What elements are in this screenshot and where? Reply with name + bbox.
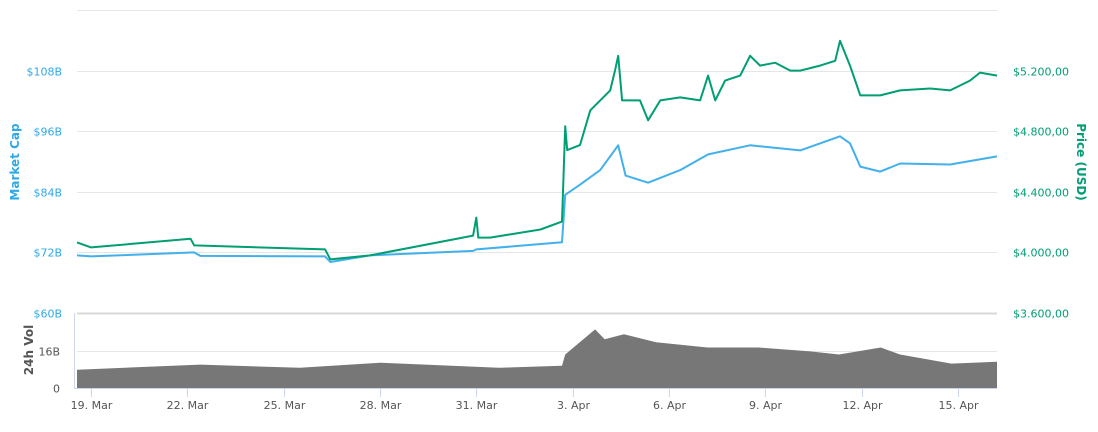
- x-tick-label: 9. Apr: [749, 399, 782, 412]
- market-cap-tick-label: $84B: [33, 187, 62, 200]
- market-cap-axis-label: Market Cap: [8, 123, 22, 201]
- price-line: [76, 39, 998, 261]
- x-tick-label: 12. Apr: [842, 399, 882, 412]
- x-tick-label: 25. Mar: [264, 399, 306, 412]
- x-axis: 19. Mar 22. Mar 25. Mar 28. Mar 31. Mar 3. Ap…: [71, 389, 979, 412]
- market-cap-tick-label: $96B: [33, 126, 62, 139]
- market-cap-line: [76, 135, 998, 263]
- market-cap-tick-label: $60B: [33, 308, 62, 321]
- volume-axis-label: 24h Vol: [22, 325, 36, 375]
- x-tick-label: 31. Mar: [456, 399, 498, 412]
- x-tick-label: 6. Apr: [653, 399, 686, 412]
- market-cap-tick-label: $108B: [26, 66, 62, 79]
- x-tick-label: 3. Apr: [557, 399, 590, 412]
- x-tick-label: 28. Mar: [360, 399, 402, 412]
- market-cap-axis: $60B $72B $84B $96B $108B: [26, 66, 62, 321]
- volume-tick-label: 0: [53, 383, 60, 396]
- price-tick-label: $4.400,00: [1013, 187, 1069, 200]
- x-tick-label: 19. Mar: [71, 399, 113, 412]
- price-axis: $3.600,00 $4.000,00 $4.400,00 $4.800,00 $5.2…: [1013, 66, 1069, 321]
- x-tick-label: 15. Apr: [938, 399, 978, 412]
- market-cap-tick-label: $72B: [33, 247, 62, 260]
- grid-lines: [77, 10, 997, 352]
- volume-axis: 0 16B: [38, 346, 60, 396]
- x-tick-label: 22. Mar: [167, 399, 209, 412]
- volume-tick-label: 16B: [38, 346, 60, 359]
- volume-area: [77, 329, 997, 388]
- price-axis-label: Price (USD): [1074, 123, 1088, 201]
- series-group: [76, 39, 998, 388]
- price-tick-label: $4.000,00: [1013, 247, 1069, 260]
- price-tick-label: $5.200,00: [1013, 66, 1069, 79]
- price-tick-label: $4.800,00: [1013, 126, 1069, 139]
- price-tick-label: $3.600,00: [1013, 308, 1069, 321]
